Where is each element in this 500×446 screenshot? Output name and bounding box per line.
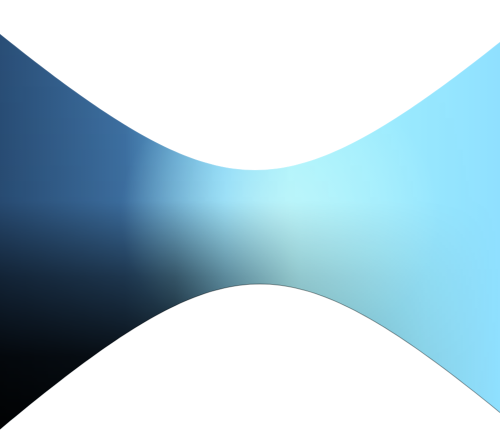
surface-bottom-rim <box>0 283 500 430</box>
surface-top-rim <box>0 33 500 171</box>
